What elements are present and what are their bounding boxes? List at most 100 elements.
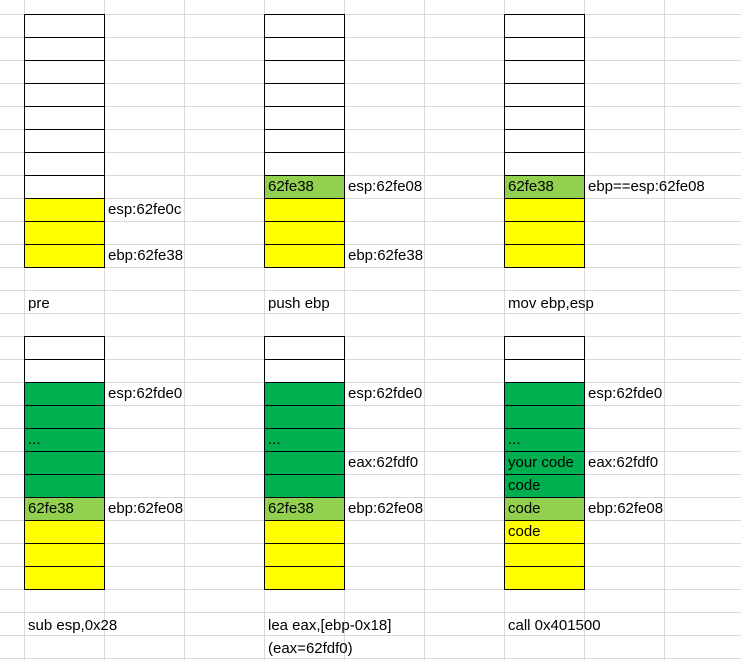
- stack-cell: [264, 566, 345, 590]
- gridline-horizontal: [0, 520, 741, 521]
- instruction-caption: lea eax,[ebp-0x18]: [268, 617, 392, 634]
- stack-cell: [504, 14, 585, 38]
- stack-cell: 62fe38: [24, 497, 105, 521]
- stack-cell: [24, 198, 105, 222]
- stack-cell: 62fe38: [264, 497, 345, 521]
- gridline-horizontal: [0, 336, 741, 337]
- gridline-horizontal: [0, 106, 741, 107]
- stack-cell: [504, 543, 585, 567]
- gridline-horizontal: [0, 60, 741, 61]
- stack-cell: [504, 221, 585, 245]
- register-label: ebp:62fe08: [588, 500, 664, 517]
- gridline-horizontal: [0, 428, 741, 429]
- stack-cell: [264, 244, 345, 268]
- instruction-caption: call 0x401500: [508, 617, 601, 634]
- gridline-horizontal: [0, 152, 741, 153]
- gridline-horizontal: [0, 497, 741, 498]
- stack-cell: [264, 152, 345, 176]
- stack-cell: [504, 106, 585, 130]
- gridline-horizontal: [0, 359, 741, 360]
- gridline-vertical: [24, 0, 25, 660]
- gridline-vertical: [344, 0, 345, 660]
- gridline-vertical: [424, 0, 425, 660]
- register-label: esp:62fe0c: [108, 201, 182, 218]
- instruction-caption: pre: [28, 295, 50, 312]
- stack-cell: [24, 221, 105, 245]
- stack-cell: [264, 198, 345, 222]
- stack-cell: your code: [504, 451, 585, 475]
- gridline-vertical: [584, 0, 585, 660]
- stack-cell: [264, 336, 345, 360]
- gridline-horizontal: [0, 129, 741, 130]
- stack-cell: [24, 14, 105, 38]
- stack-cell: [504, 405, 585, 429]
- stack-cell: [264, 37, 345, 61]
- stack-cell: [24, 106, 105, 130]
- register-label: esp:62fde0: [108, 385, 183, 402]
- gridline-horizontal: [0, 474, 741, 475]
- gridline-horizontal: [0, 14, 741, 15]
- gridline-horizontal: [0, 221, 741, 222]
- gridline-horizontal: [0, 37, 741, 38]
- register-label: ebp==esp:62fe08: [588, 178, 705, 195]
- stack-cell: [24, 382, 105, 406]
- stack-cell: [504, 244, 585, 268]
- stack-cell: [504, 198, 585, 222]
- gridline-vertical: [104, 0, 105, 660]
- stack-cell: [264, 474, 345, 498]
- stack-cell: 62fe38: [504, 175, 585, 199]
- stack-cell: ...: [264, 428, 345, 452]
- stack-cell: [264, 129, 345, 153]
- stack-cell: [24, 474, 105, 498]
- register-label: esp:62fde0: [348, 385, 423, 402]
- gridline-horizontal: [0, 313, 741, 314]
- stack-cell: [24, 152, 105, 176]
- register-label: esp:62fde0: [588, 385, 663, 402]
- gridline-horizontal: [0, 244, 741, 245]
- stack-cell: [264, 359, 345, 383]
- stack-cell: [264, 60, 345, 84]
- stack-cell: [264, 543, 345, 567]
- stack-cell: ...: [504, 428, 585, 452]
- stack-cell: [24, 566, 105, 590]
- stack-cell: [24, 336, 105, 360]
- gridline-horizontal: [0, 83, 741, 84]
- stack-cell: [24, 175, 105, 199]
- stack-cell: [24, 244, 105, 268]
- stack-cell: 62fe38: [264, 175, 345, 199]
- gridline-horizontal: [0, 566, 741, 567]
- stack-cell: [504, 37, 585, 61]
- stack-cell: [24, 405, 105, 429]
- gridline-horizontal: [0, 635, 741, 636]
- stack-cell: [24, 37, 105, 61]
- stack-cell: [24, 359, 105, 383]
- gridline-horizontal: [0, 198, 741, 199]
- instruction-caption: push ebp: [268, 295, 330, 312]
- stack-cell: code: [504, 497, 585, 521]
- stack-cell: [24, 520, 105, 544]
- stack-cell: ...: [24, 428, 105, 452]
- register-label: esp:62fe08: [348, 178, 423, 195]
- gridline-horizontal: [0, 267, 741, 268]
- instruction-caption: sub esp,0x28: [28, 617, 118, 634]
- stack-cell: [264, 520, 345, 544]
- stack-cell: [264, 451, 345, 475]
- gridline-horizontal: [0, 612, 741, 613]
- stack-cell: code: [504, 474, 585, 498]
- register-label: ebp:62fe38: [348, 247, 424, 264]
- stack-cell: [264, 382, 345, 406]
- register-label: ebp:62fe08: [108, 500, 184, 517]
- stack-cell: [24, 60, 105, 84]
- gridline-horizontal: [0, 543, 741, 544]
- stack-cell: [264, 106, 345, 130]
- stack-cell: [504, 382, 585, 406]
- stack-cell: [264, 83, 345, 107]
- register-label: eax:62fdf0: [588, 454, 659, 471]
- stack-cell: [264, 14, 345, 38]
- register-label: eax:62fdf0: [348, 454, 419, 471]
- stack-cell: [24, 83, 105, 107]
- stack-cell: [264, 221, 345, 245]
- stack-cell: [24, 129, 105, 153]
- gridline-horizontal: [0, 175, 741, 176]
